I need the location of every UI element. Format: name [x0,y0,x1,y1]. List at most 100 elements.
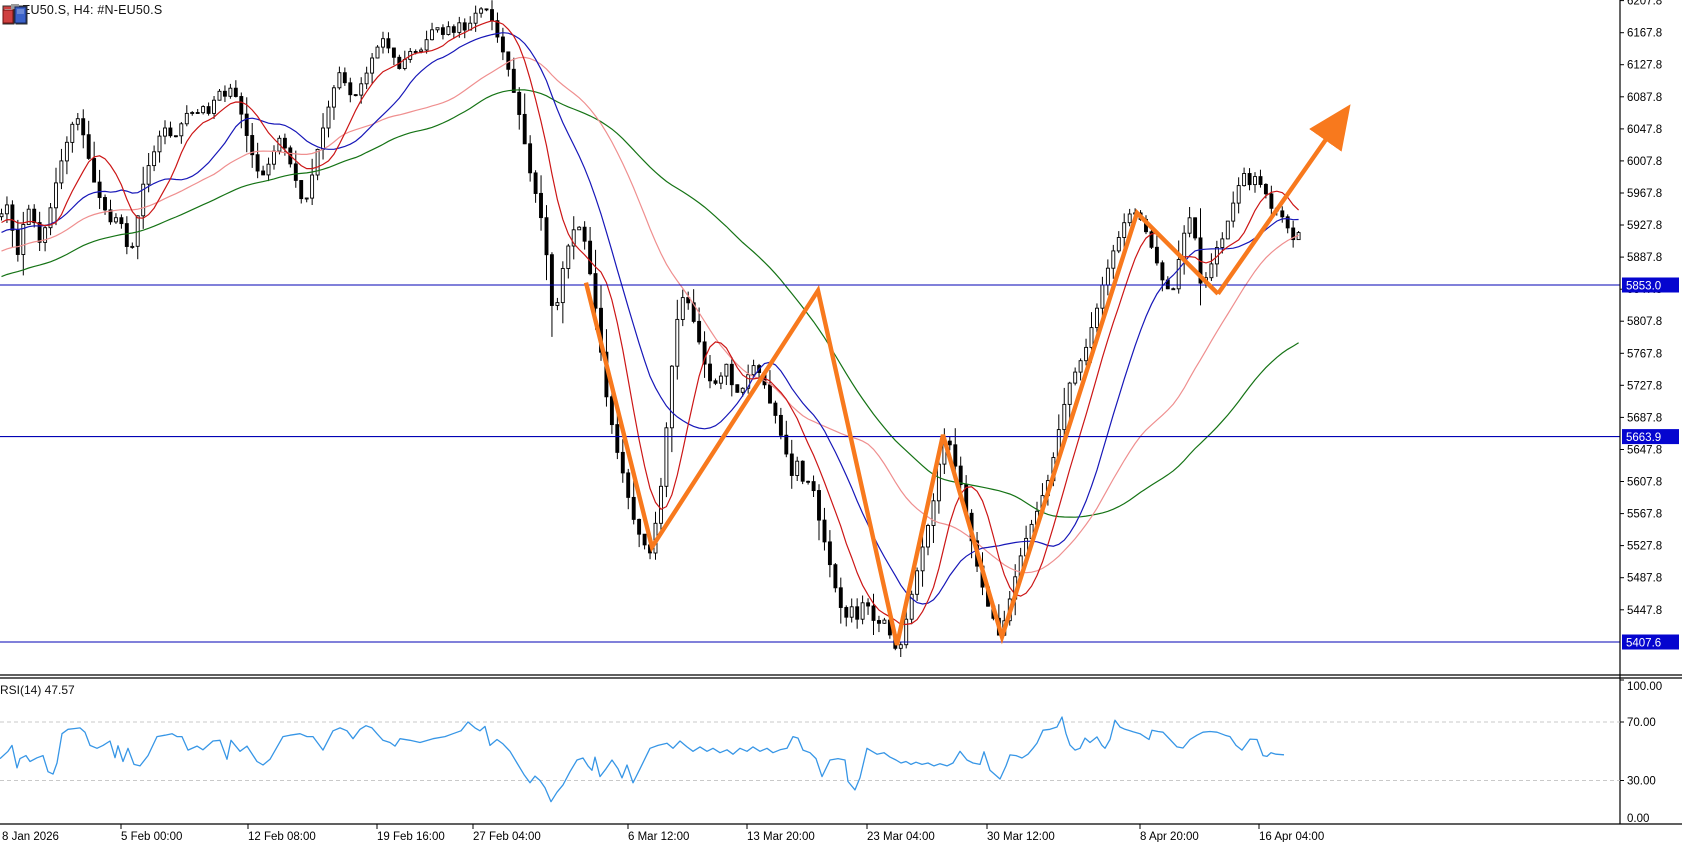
rsi-axis-label: 70.00 [1627,717,1656,729]
time-axis-label: 13 Mar 20:00 [747,831,815,842]
candle-down [206,106,211,114]
candle-down [506,51,511,70]
candle-down [800,460,805,482]
candle-up [1127,213,1132,224]
candle-up [4,204,9,215]
candle-down [1160,262,1165,281]
candle-up [1176,259,1181,290]
rsi-line[interactable] [0,716,1285,803]
candle-down [549,254,554,306]
price-axis-label: 5807.8 [1627,316,1662,328]
candle-down [462,22,467,31]
candle-down [168,127,173,137]
support-resistance-lines[interactable] [0,284,1620,643]
candle-up [435,27,440,31]
candle-up [364,72,369,85]
rsi-pane: 100.00 70.00 30.00 0.00 [0,679,1662,825]
time-axis-label: 16 Apr 04:00 [1259,831,1324,842]
candle-down [784,434,789,455]
candle-up [48,207,53,229]
chart-header: EU50.S, H4: #N-EU50.S [2,3,163,25]
candle-up [163,127,167,137]
candle-down [620,451,625,474]
candle-down [86,134,91,159]
candle-up [849,606,854,618]
candle-down [299,180,304,200]
candle-down [97,181,102,198]
time-axis[interactable]: 8 Jan 2026 5 Feb 00:00 12 Feb 08:00 19 Feb … [2,824,1324,842]
price-axis-label: 5607.8 [1627,477,1662,489]
price-axis-label: 6007.8 [1627,156,1662,168]
candle-up [1067,382,1072,405]
candle-down [953,444,958,467]
candle-down [833,564,838,589]
candle-down [440,27,445,35]
candle-up [1089,327,1094,348]
candle-up [321,127,325,150]
candle-up [1095,307,1099,329]
candle-down [686,297,691,304]
price-axis-label: 6207.8 [1627,0,1662,8]
price-badge[interactable] [1622,429,1679,445]
candle-down [10,204,15,231]
price-axis-label: 5447.8 [1627,605,1662,617]
candle-up [1231,202,1236,222]
candle-up [326,106,331,129]
candle-up [157,135,162,153]
candle-down [103,197,107,211]
candle-down [637,518,642,535]
price-axis-label: 5647.8 [1627,445,1662,457]
candle-down [1269,193,1274,209]
candle-down [1193,217,1198,239]
candle-down [490,9,494,22]
candle-down [81,118,86,136]
rsi-axis-label: 100.00 [1627,681,1662,693]
projection-arrow[interactable] [1216,104,1351,296]
candle-down [642,533,647,546]
candle-down [451,26,456,33]
price-badge[interactable] [1622,634,1679,650]
candle-up [1220,238,1225,248]
candle-up [381,38,385,48]
candle-up [1084,346,1089,362]
candle-down [1258,176,1263,185]
candle-down [348,82,353,96]
candle-up [669,365,674,429]
price-axis-label: 6127.8 [1627,60,1662,72]
candlesticks-layer [0,0,1301,657]
candle-down [822,519,827,543]
ma-slowest-line[interactable] [1,89,1299,518]
candle-down [495,20,500,38]
candle-up [375,46,380,59]
candle-up [909,593,914,620]
candle-down [729,363,734,386]
ma-medium-line[interactable] [1,32,1299,605]
candle-up [266,163,271,176]
price-badge[interactable] [1622,277,1679,293]
candle-up [936,463,941,502]
candle-down [871,605,876,621]
ma-fast-line[interactable] [1,20,1300,626]
price-axis-label: 5967.8 [1627,188,1662,200]
rsi-axis-label: 0.00 [1627,813,1649,825]
ma-slow-line[interactable] [1,56,1299,574]
time-axis-label: 19 Feb 16:00 [377,831,445,842]
candle-down [697,320,702,343]
price-badges[interactable]: 5853.0 5663.9 5407.6 [1622,277,1679,650]
candle-up [75,118,80,125]
price-axis[interactable]: 6207.8 6167.8 6127.8 6087.8 6047.8 6007.8 5967… [1620,0,1662,617]
candle-up [904,618,909,646]
trend-zigzag-line[interactable] [583,208,1220,646]
candle-up [190,112,195,114]
candle-up [1253,176,1257,186]
chart-title: EU50.S, H4: #N-EU50.S [22,3,163,17]
candle-down [789,453,794,476]
candle-up [571,229,576,247]
candle-down [877,620,881,624]
price-axis-label: 5727.8 [1627,380,1662,392]
candle-up [718,375,723,384]
candle-up [1182,232,1187,260]
candle-down [244,113,249,136]
price-axis-label: 5767.8 [1627,348,1662,360]
